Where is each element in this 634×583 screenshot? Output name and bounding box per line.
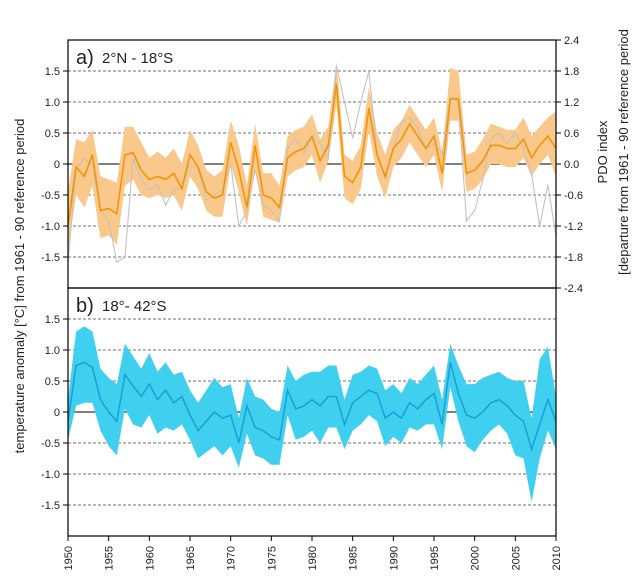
y-tick-label: -0.5 [41, 190, 60, 202]
panel-letter: b) [76, 295, 94, 317]
y2-tick-label: -1.8 [564, 252, 583, 264]
y2-tick-label: -0.6 [564, 190, 583, 202]
axis-labels: temperature anomaly [°C] from 1961 - 90 … [12, 29, 631, 453]
x-tick-label: 1970 [226, 546, 238, 570]
y2-tick-label: -1.2 [564, 221, 583, 233]
panel-range: 18°- 42°S [102, 298, 167, 315]
x-tick-label: 1955 [104, 546, 116, 570]
panel-letter: a) [76, 47, 94, 69]
uncertainty-band [68, 61, 556, 251]
y2-tick-label: 1.2 [564, 97, 579, 109]
y2-tick-label: -2.4 [564, 283, 583, 295]
x-tick-label: 1960 [144, 546, 156, 570]
panel-label-background [72, 43, 180, 69]
temperature-anomaly-line [67, 361, 557, 452]
y-axis-label-right-line2: [departure from 1961 - 90 reference peri… [616, 29, 631, 275]
uncertainty-band [68, 326, 556, 502]
y-tick-label: 1.5 [45, 314, 60, 326]
y2-tick-label: 0.0 [564, 159, 579, 171]
y2-tick-label: 0.6 [564, 128, 579, 140]
panel-a-chart: -1.5 -1.0 -0.5 0 0.5 1.0 1.5 -2.4 -1.8 -1.2 -0.6 0.… [41, 35, 583, 295]
x-tick-label: 1985 [348, 546, 360, 570]
y-tick-label: -1.0 [41, 469, 60, 481]
y-tick-label: 0 [54, 159, 60, 171]
panel-label-background [72, 291, 173, 317]
x-tick-label: 1980 [307, 546, 319, 570]
y2-tick-label: 1.8 [564, 66, 579, 78]
x-tick-label: 1990 [388, 546, 400, 570]
x-tick-label: 1965 [185, 546, 197, 570]
y-tick-label: 0 [54, 407, 60, 419]
x-tick-label: 2010 [551, 546, 563, 570]
y2-tick-label: 2.4 [564, 35, 579, 47]
y-tick-label: -1.5 [41, 252, 60, 264]
y-tick-label: -1.0 [41, 221, 60, 233]
y-tick-label: -1.5 [41, 500, 60, 512]
y-axis-label-right-line1: PDO index [595, 120, 610, 183]
y-axis-label-left: temperature anomaly [°C] from 1961 - 90 … [12, 119, 27, 454]
x-tick-label: 2000 [470, 546, 482, 570]
y-tick-label: -0.5 [41, 438, 60, 450]
x-tick-label: 1975 [266, 546, 278, 570]
x-tick-label: 1995 [429, 546, 441, 570]
y-tick-label: 1.0 [45, 345, 60, 357]
x-tick-label: 2005 [510, 546, 522, 570]
y-tick-label: 1.0 [45, 97, 60, 109]
y-tick-label: 1.5 [45, 66, 60, 78]
panel-range: 2°N - 18°S [102, 50, 173, 67]
panel-label: b) 18°- 42°S [72, 291, 173, 317]
y-tick-label: 0.5 [45, 128, 60, 140]
x-tick-label: 1950 [63, 546, 75, 570]
y-tick-label: 0.5 [45, 376, 60, 388]
temperature-anomaly-line [67, 83, 557, 227]
panel-label: a) 2°N - 18°S [72, 43, 180, 69]
panel-b-chart: -1.5 -1.0 -0.5 0 0.5 1.0 1.5 b) 18°- 42°S 1950 195… [41, 287, 563, 570]
